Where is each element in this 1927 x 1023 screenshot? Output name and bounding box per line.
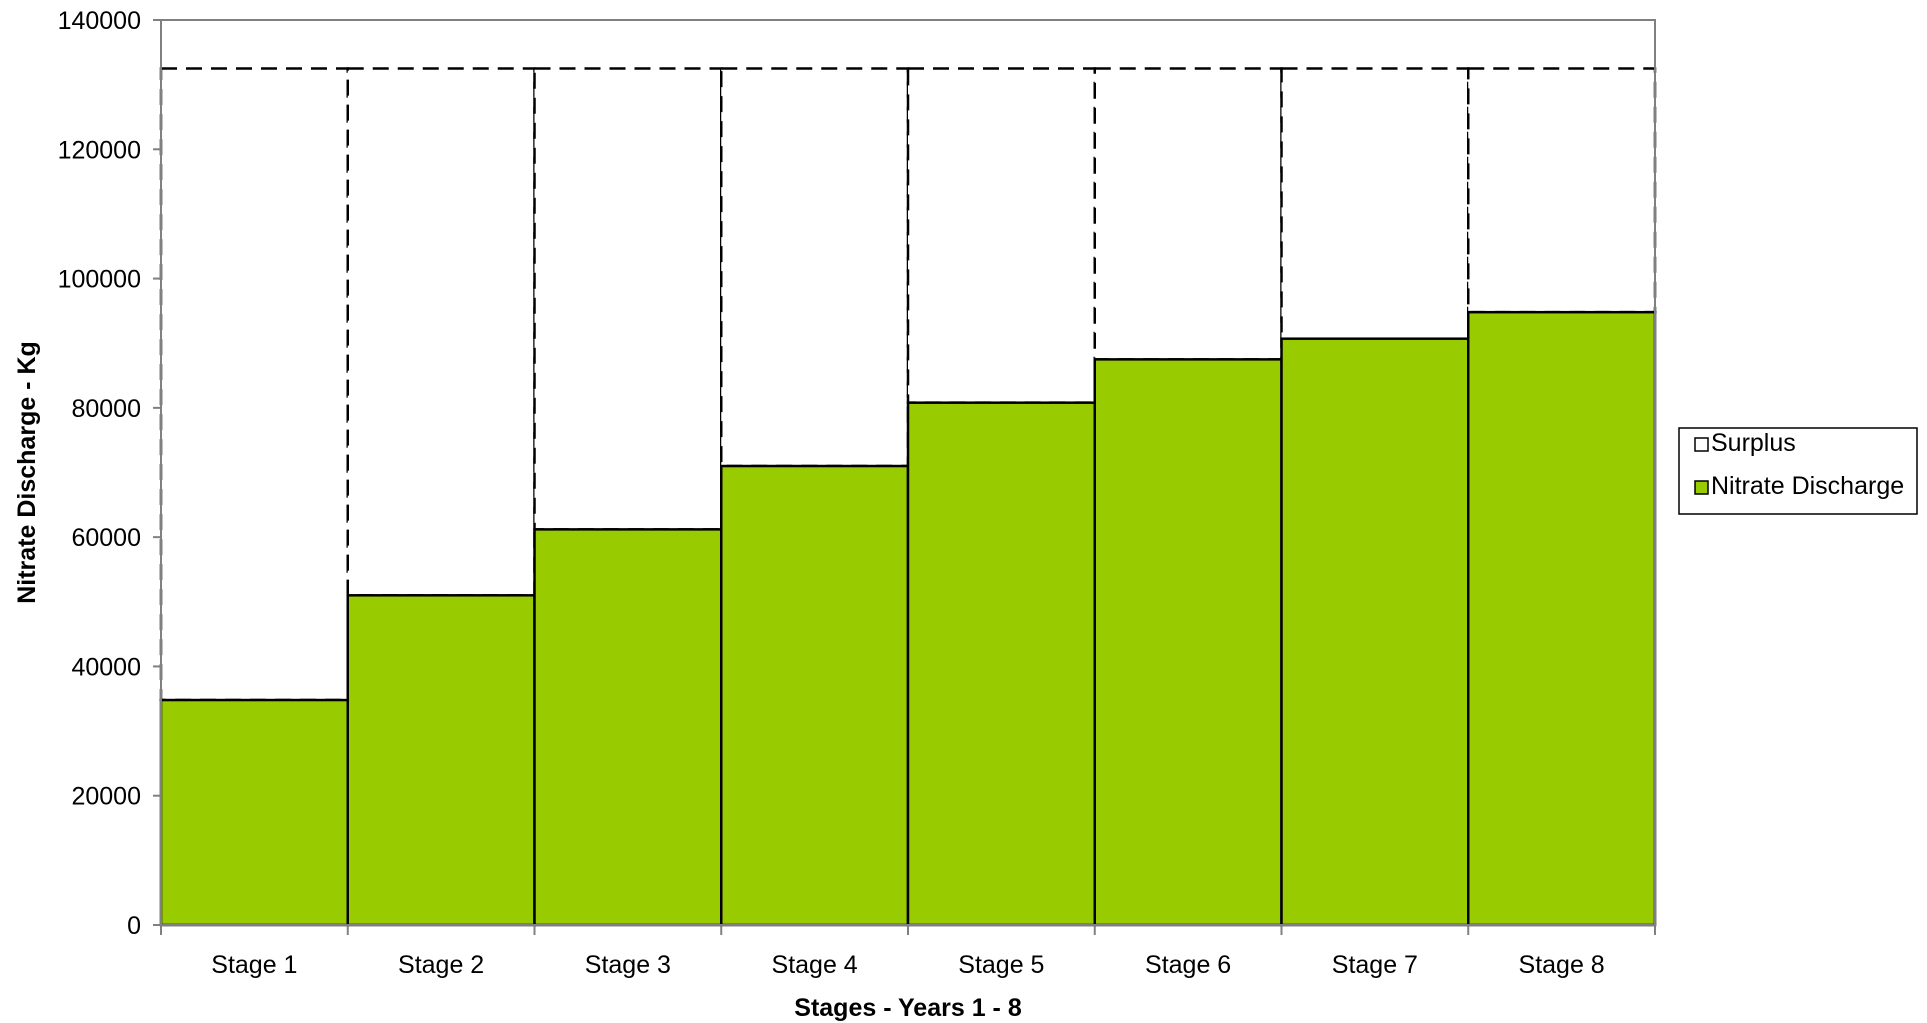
nitrate-discharge-bar xyxy=(533,528,723,927)
legend-swatch xyxy=(1694,437,1709,452)
x-tick-label: Stage 4 xyxy=(772,951,858,979)
y-axis-title: Nitrate Discharge - Kg xyxy=(13,341,41,604)
legend-label: Nitrate Discharge xyxy=(1711,472,1904,500)
surplus-bar xyxy=(1280,67,1470,340)
nitrate-discharge-bar xyxy=(1280,337,1470,927)
discharge-bars xyxy=(159,310,1657,927)
x-tick-label: Stage 7 xyxy=(1332,951,1418,979)
surplus-bars xyxy=(159,67,1657,702)
surplus-bar xyxy=(1467,67,1657,314)
x-tick-label: Stage 8 xyxy=(1519,951,1605,979)
x-tick-label: Stage 1 xyxy=(211,951,297,979)
y-tick-label: 60000 xyxy=(71,524,141,552)
y-tick-label: 40000 xyxy=(71,653,141,681)
y-tick-label: 120000 xyxy=(58,136,141,164)
surplus-bar xyxy=(346,67,536,597)
x-tick-label: Stage 6 xyxy=(1145,951,1231,979)
surplus-bar xyxy=(533,67,723,531)
surplus-bar xyxy=(720,67,910,468)
y-tick-label: 0 xyxy=(127,912,141,940)
nitrate-discharge-bar xyxy=(159,698,349,927)
nitrate-discharge-bar xyxy=(1467,310,1657,927)
y-tick-label: 20000 xyxy=(71,783,141,811)
legend-label: Surplus xyxy=(1711,429,1796,457)
y-tick-label: 100000 xyxy=(58,266,141,294)
surplus-bar xyxy=(1093,67,1283,361)
x-axis: Stage 1 Stage 2 Stage 3 Stage 4 Stage 5 Stage… xyxy=(160,924,1656,979)
x-tick-label: Stage 3 xyxy=(585,951,671,979)
y-tick-label: 140000 xyxy=(58,7,141,35)
legend-swatch xyxy=(1694,480,1709,495)
surplus-bar xyxy=(159,67,349,702)
legend: Surplus Nitrate Discharge xyxy=(1678,427,1918,515)
y-axis: 0 20000 40000 60000 80000 100000 120000 140000 xyxy=(58,7,162,940)
nitrate-discharge-bar xyxy=(346,594,536,927)
x-tick-label: Stage 5 xyxy=(958,951,1044,979)
nitrate-discharge-bar xyxy=(720,464,910,927)
legend-box xyxy=(1678,427,1918,515)
surplus-bar xyxy=(906,67,1096,404)
y-tick-label: 80000 xyxy=(71,395,141,423)
x-tick-label: Stage 2 xyxy=(398,951,484,979)
x-axis-title: Stages - Years 1 - 8 xyxy=(794,994,1022,1022)
nitrate-discharge-bar xyxy=(1093,358,1283,927)
nitrate-discharge-bar xyxy=(906,401,1096,927)
